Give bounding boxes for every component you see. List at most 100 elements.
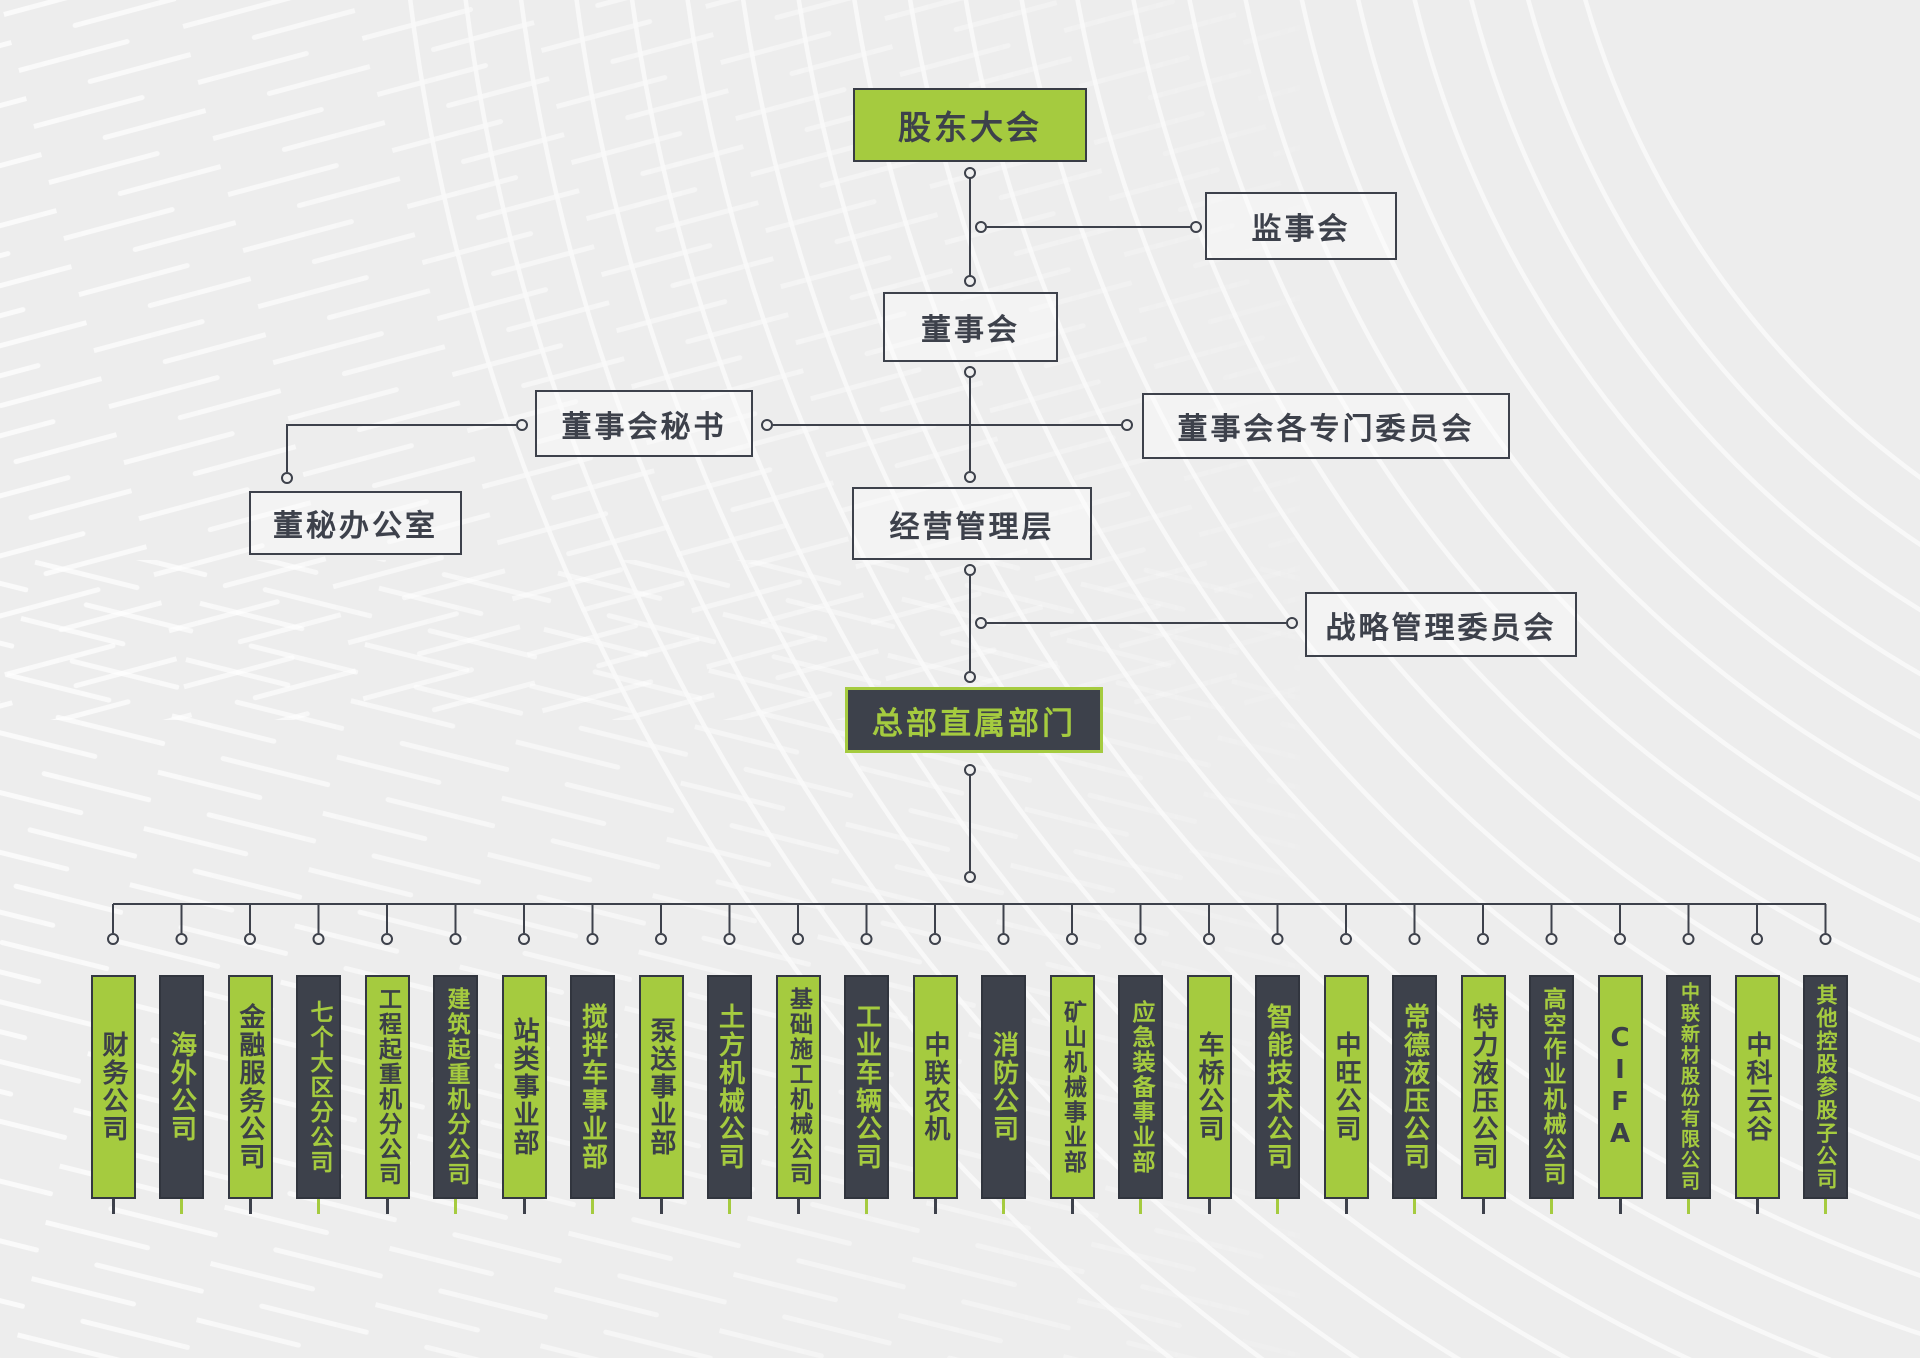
subsidiary-label: 中联农机 (920, 1031, 950, 1143)
connector-tick (796, 1199, 800, 1214)
connector-tick (728, 1199, 731, 1214)
connector-tick (1070, 1199, 1074, 1214)
connector-tick (385, 1199, 389, 1214)
subsidiary-node: 海外公司 (159, 975, 204, 1214)
subsidiary-box: 消防公司 (981, 975, 1026, 1199)
subsidiary-node: 站类事业部 (501, 975, 547, 1214)
subsidiary-node: 常德液压公司 (1392, 975, 1437, 1214)
subsidiary-label: 常德液压公司 (1399, 1003, 1430, 1171)
node-label: 战略管理委员会 (1325, 610, 1557, 646)
node-shareholders-meeting: 股东大会 (853, 88, 1087, 162)
subsidiary-box: 搅拌车事业部 (570, 975, 615, 1199)
connector-tick (1413, 1199, 1416, 1214)
subsidiary-box: 常德液压公司 (1392, 975, 1437, 1199)
node-label: 董事会秘书 (561, 409, 727, 445)
subsidiary-box: CIFA (1597, 975, 1643, 1199)
subsidiary-box: 金融服务公司 (227, 975, 273, 1199)
subsidiary-label: 消防公司 (988, 1031, 1019, 1143)
node-label: 董事会 (921, 313, 1020, 348)
subsidiary-box: 中科云谷 (1734, 975, 1780, 1199)
subsidiary-label: 工业车辆公司 (851, 1003, 882, 1171)
connector-tick (865, 1199, 868, 1214)
subsidiary-node: 中联农机 (912, 975, 958, 1214)
subsidiary-node: 财务公司 (90, 975, 136, 1214)
subsidiary-node: 中联新材股份有限公司 (1666, 975, 1711, 1214)
subsidiary-box: 海外公司 (159, 975, 204, 1199)
subsidiary-box: 矿山机械事业部 (1049, 975, 1095, 1199)
node-hq-departments: 总部直属部门 (845, 687, 1103, 753)
subsidiary-label: 矿山机械事业部 (1059, 999, 1086, 1175)
subsidiary-label: 特力液压公司 (1468, 1003, 1498, 1171)
subsidiary-label: 基础施工机械公司 (785, 987, 812, 1187)
subsidiary-node: 工业车辆公司 (844, 975, 889, 1214)
connector-tick (1755, 1199, 1759, 1214)
subsidiary-box: 特力液压公司 (1460, 975, 1506, 1199)
node-label: 董事会各专门委员会 (1177, 412, 1475, 447)
node-board-of-directors: 董事会 (883, 292, 1058, 362)
subsidiary-node: 泵送事业部 (638, 975, 684, 1214)
subsidiary-node: 土方机械公司 (707, 975, 752, 1214)
subsidiary-label: 土方机械公司 (714, 1003, 745, 1171)
subsidiary-box: 七个大区分公司 (296, 975, 341, 1199)
subsidiary-label: 泵送事业部 (646, 1017, 676, 1157)
subsidiary-node: 搅拌车事业部 (570, 975, 615, 1214)
subsidiary-label: 搅拌车事业部 (577, 1003, 608, 1171)
subsidiary-node: 特力液压公司 (1460, 975, 1506, 1214)
subsidiary-box: 车桥公司 (1186, 975, 1232, 1199)
connector-tick (1824, 1199, 1827, 1214)
node-management-layer: 经营管理层 (852, 487, 1092, 560)
subsidiary-box: 土方机械公司 (707, 975, 752, 1199)
subsidiary-node: CIFA (1597, 975, 1643, 1214)
node-label: 监事会 (1251, 212, 1351, 247)
subsidiary-label: 车桥公司 (1194, 1031, 1224, 1143)
subsidiary-label: 中科云谷 (1742, 1031, 1772, 1143)
connector-tick (1687, 1199, 1690, 1214)
connector-tick (454, 1199, 457, 1214)
subsidiary-label: 其他控股参股子公司 (1814, 983, 1838, 1191)
connector-tick (1139, 1199, 1142, 1214)
connector-tick (1276, 1199, 1279, 1214)
subsidiary-box: 泵送事业部 (638, 975, 684, 1199)
node-label: 董秘办公室 (273, 509, 438, 544)
subsidiary-node: 建筑起重机分公司 (433, 975, 478, 1214)
subsidiary-box: 中联新材股份有限公司 (1666, 975, 1711, 1199)
subsidiary-node: 七个大区分公司 (296, 975, 341, 1214)
subsidiary-box: 智能技术公司 (1255, 975, 1300, 1199)
connector-tick (933, 1199, 937, 1214)
subsidiary-label: 中联新材股份有限公司 (1678, 982, 1700, 1192)
node-label: 总部直属部门 (872, 705, 1076, 742)
subsidiary-node: 智能技术公司 (1255, 975, 1300, 1214)
subsidiary-label: 财务公司 (98, 1031, 128, 1143)
subsidiary-label: CIFA (1605, 1023, 1635, 1151)
subsidiary-box: 工程起重机分公司 (364, 975, 410, 1199)
connector-tick (317, 1199, 320, 1214)
node-strategy-committee: 战略管理委员会 (1305, 592, 1577, 657)
connector-tick (1481, 1199, 1485, 1214)
connector-tick (180, 1199, 183, 1214)
subsidiary-node: 金融服务公司 (227, 975, 273, 1214)
subsidiary-label: 海外公司 (166, 1031, 197, 1143)
connector-tick (1207, 1199, 1211, 1214)
subsidiary-box: 中旺公司 (1323, 975, 1369, 1199)
subsidiary-node: 应急装备事业部 (1118, 975, 1163, 1214)
subsidiary-box: 基础施工机械公司 (775, 975, 821, 1199)
connector-tick (591, 1199, 594, 1214)
subsidiary-label: 智能技术公司 (1262, 1003, 1293, 1171)
subsidiary-box: 站类事业部 (501, 975, 547, 1199)
connector-tick (1344, 1199, 1348, 1214)
node-board-special-committees: 董事会各专门委员会 (1142, 393, 1510, 459)
connector-tick (522, 1199, 526, 1214)
subsidiary-box: 建筑起重机分公司 (433, 975, 478, 1199)
connector-tick (659, 1199, 663, 1214)
connector-tick (111, 1199, 115, 1214)
subsidiary-node: 中科云谷 (1734, 975, 1780, 1214)
subsidiary-node: 高空作业机械公司 (1529, 975, 1574, 1214)
subsidiary-box: 中联农机 (912, 975, 958, 1199)
subsidiary-node: 车桥公司 (1186, 975, 1232, 1214)
node-supervisory-board: 监事会 (1205, 192, 1397, 260)
node-label: 经营管理层 (889, 509, 1055, 545)
subsidiary-box: 其他控股参股子公司 (1803, 975, 1848, 1199)
subsidiary-node: 矿山机械事业部 (1049, 975, 1095, 1214)
